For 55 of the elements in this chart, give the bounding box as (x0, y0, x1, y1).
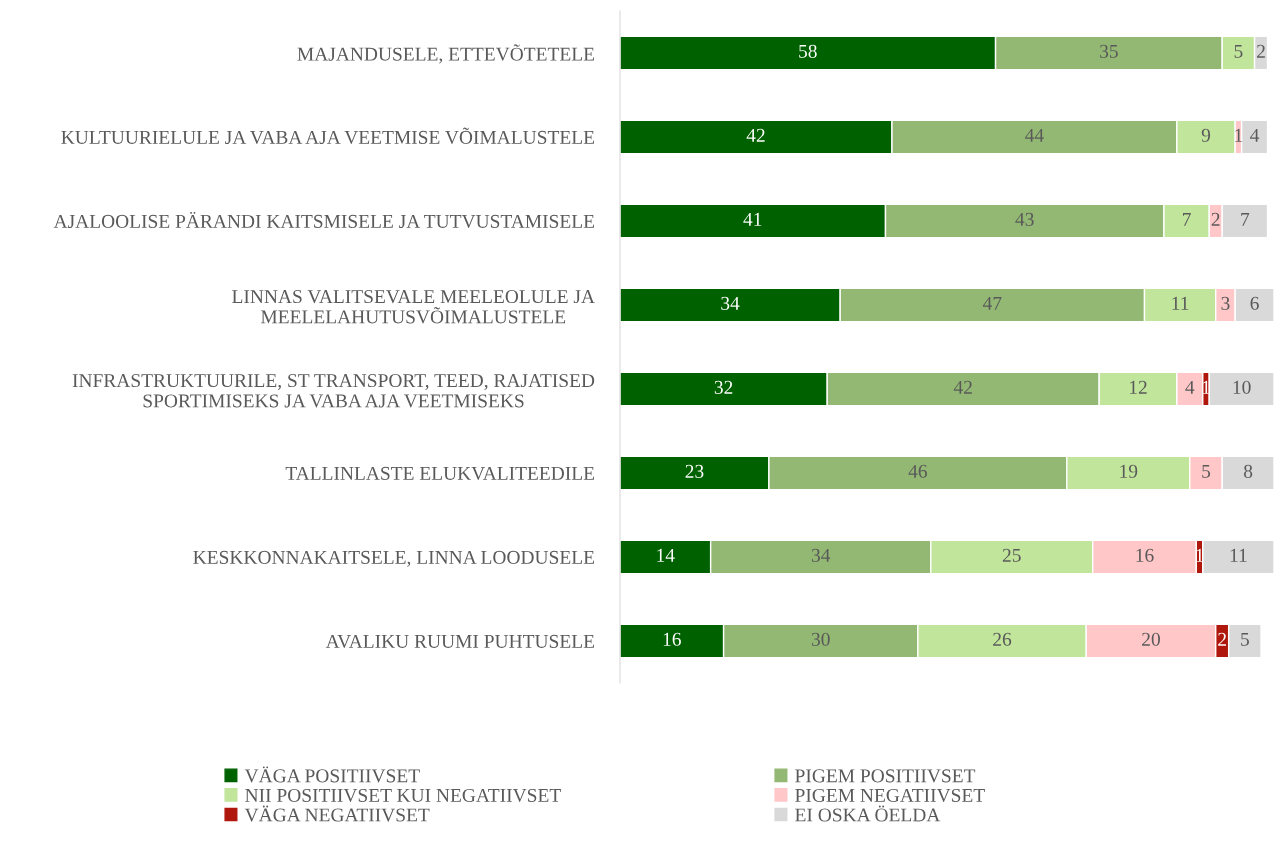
data-label: 2 (1211, 212, 1220, 226)
data-label: 34 (721, 296, 740, 310)
data-label: 42 (953, 380, 972, 394)
legend-label: PIGEM NEGATIIVSET (795, 788, 985, 803)
data-label: 12 (1130, 380, 1147, 394)
data-label: 58 (799, 44, 817, 58)
data-label: 14 (657, 548, 675, 562)
data-label: 9 (1201, 128, 1211, 142)
data-label: 5 (1241, 632, 1249, 646)
data-label: 43 (1015, 212, 1034, 226)
data-label: 1 (1196, 548, 1204, 562)
legend-label: VÄGA POSITIIVSET (244, 766, 420, 783)
data-label: 44 (1025, 128, 1044, 142)
data-label: 46 (908, 464, 927, 478)
y-tick-label: AJALOOLISE PÄRANDI KAITSMISELE JA TUTVUSTAMISELE (53, 211, 595, 229)
data-label: 11 (1230, 548, 1247, 562)
data-label: 23 (685, 464, 704, 478)
y-tick-label: KESKKONNAKAITSELE, LINNA LOODUSELE (193, 550, 595, 567)
legend-label: VÄGA NEGATIIVSET (244, 805, 430, 822)
data-label: 6 (1250, 296, 1259, 310)
y-tick-label: AVALIKU RUUMI PUHTUSELE (325, 634, 595, 649)
legend-label: NII POSITIIVSET KUI NEGATIIVSET (245, 788, 561, 803)
data-label: 1 (1235, 128, 1243, 142)
data-label: 2 (1257, 44, 1265, 58)
data-label: 4 (1250, 128, 1260, 142)
data-label: 30 (811, 632, 830, 646)
data-label: 3 (1221, 296, 1230, 310)
data-label: 16 (663, 632, 681, 646)
data-label: 34 (811, 548, 831, 562)
data-label: 7 (1183, 212, 1191, 226)
data-label: 8 (1243, 464, 1253, 478)
data-label: 4 (1185, 380, 1195, 394)
data-label: 2 (1218, 632, 1226, 646)
y-tick-label: KULTUURIELULE JA VABA AJA VEETMISE VÕIMALUSTELE (61, 127, 595, 145)
data-label: 5 (1234, 44, 1243, 58)
data-label: 16 (1136, 548, 1154, 562)
data-label: 32 (714, 380, 733, 394)
data-label: 11 (1172, 296, 1189, 310)
y-tick-label: LINNAS VALITSEVALE MEELEOLULE JA MEELELAHUTUSVÕIMALUSTELE (232, 290, 595, 324)
data-label: 47 (982, 296, 1002, 310)
data-label: 42 (746, 128, 765, 142)
data-label: 25 (1002, 548, 1021, 562)
y-tick-label: INFRASTRUKTUURILE, ST TRANSPORT, TEED, RAJATISED SPORTIMISEKS JA VABA AJA VEETMISEKS (72, 374, 595, 408)
data-label: 26 (993, 632, 1012, 646)
data-label: 35 (1100, 44, 1118, 58)
y-tick-label: MAJANDUSELE, ETTEVÕTETELE (297, 44, 595, 64)
data-label: 7 (1241, 212, 1250, 226)
legend-label: PIGEM POSITIIVSET (795, 769, 976, 783)
y-tick-label: TALLINLASTE ELUKVALITEEDILE (285, 466, 595, 481)
data-label: 10 (1233, 380, 1251, 394)
data-label: 5 (1202, 464, 1211, 478)
data-label: 19 (1120, 464, 1138, 478)
data-label: 41 (743, 212, 762, 226)
data-label: 20 (1142, 632, 1160, 646)
legend-label: EI OSKA ÖELDA (795, 805, 941, 822)
